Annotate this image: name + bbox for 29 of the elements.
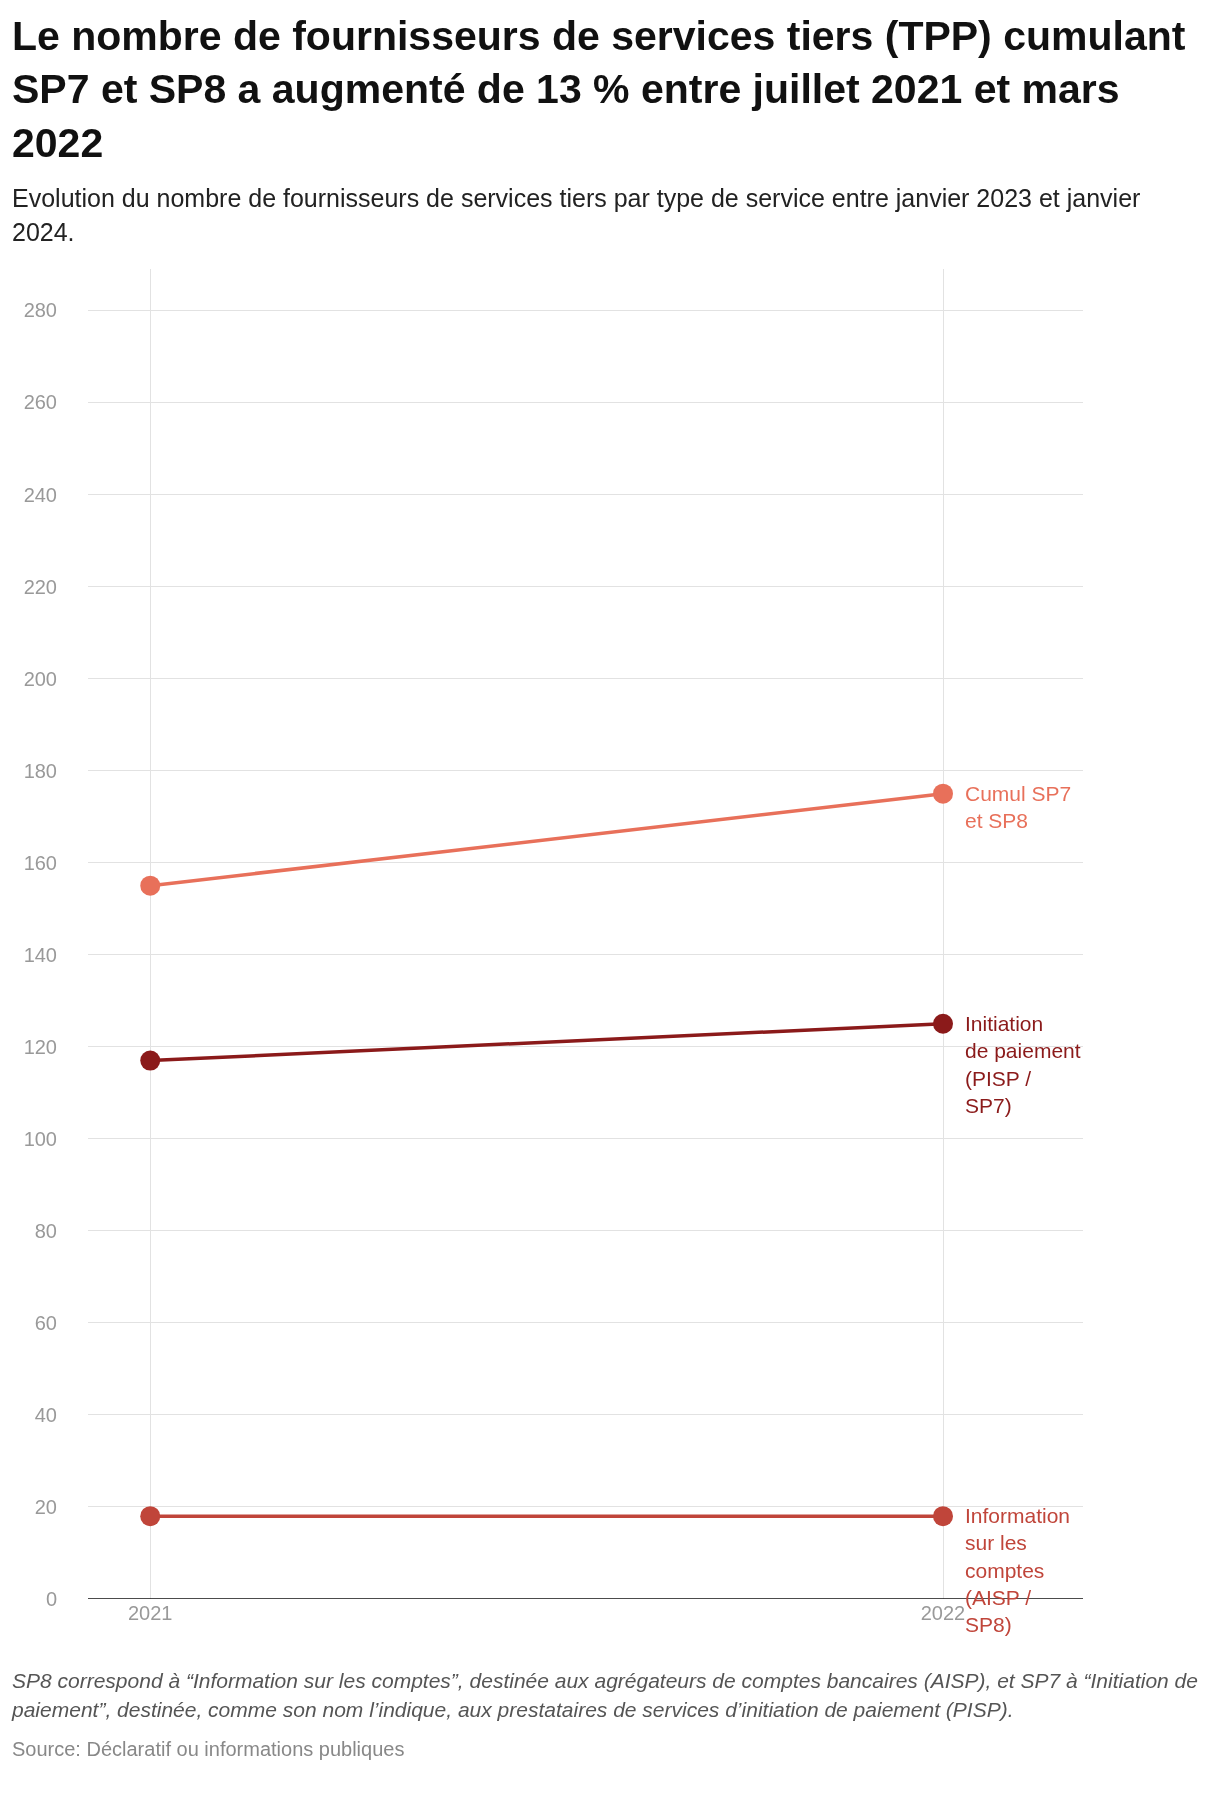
point [933, 784, 953, 805]
y-tick-label: 60 [34, 1312, 57, 1335]
y-tick-label: 160 [23, 852, 57, 875]
y-tick-label: 140 [23, 944, 57, 967]
y-tick-label: 240 [23, 483, 57, 506]
chart-title: Le nombre de fournisseurs de services tiers (TPP) cumulant SP7 et SP8 a augmenté de 13 % entre juillet 2021 et mars 2022 [12, 12, 1187, 168]
point [140, 1506, 161, 1527]
text: SP8 correspond à “Information sur les comptes”, destinée aux agrégateurs de comptes bancaires (AISP), et SP7 à “Initiation de paiement”, destinée, comme son nom l’indique, aux prestataires de services d’initiation de paiement (PISP). [12, 1668, 1199, 1723]
series-label: Initiation de paiement (PISP / SP7) [965, 1012, 1081, 1118]
y-tick-label: 200 [23, 667, 57, 690]
point [140, 876, 161, 897]
y-tick-label: 100 [23, 1128, 57, 1151]
source-note: Source: Déclaratif ou informations publiques [12, 1738, 406, 1762]
point [933, 1014, 953, 1035]
point [933, 1506, 953, 1527]
chart-subtitle: Evolution du nombre de fournisseurs de services tiers par type de service entre janvier 2023 et janvier 2024. [12, 182, 1142, 248]
y-tick-label: 220 [23, 575, 57, 598]
y-tick-label: 120 [23, 1036, 57, 1059]
y-tick-label: 20 [34, 1496, 57, 1519]
x-tick-label: 2022 [920, 1602, 966, 1625]
point [140, 1050, 161, 1071]
y-tick-label: 80 [34, 1220, 57, 1243]
y-tick-label: 260 [23, 391, 57, 414]
x-tick-label: 2021 [128, 1602, 173, 1625]
y-tick-label: 0 [45, 1588, 57, 1611]
y-tick-label: 280 [23, 299, 57, 322]
y-tick-label: 40 [34, 1404, 57, 1427]
y-tick-label: 180 [23, 760, 57, 783]
series-label: Cumul SP7 et SP8 [965, 782, 1072, 833]
